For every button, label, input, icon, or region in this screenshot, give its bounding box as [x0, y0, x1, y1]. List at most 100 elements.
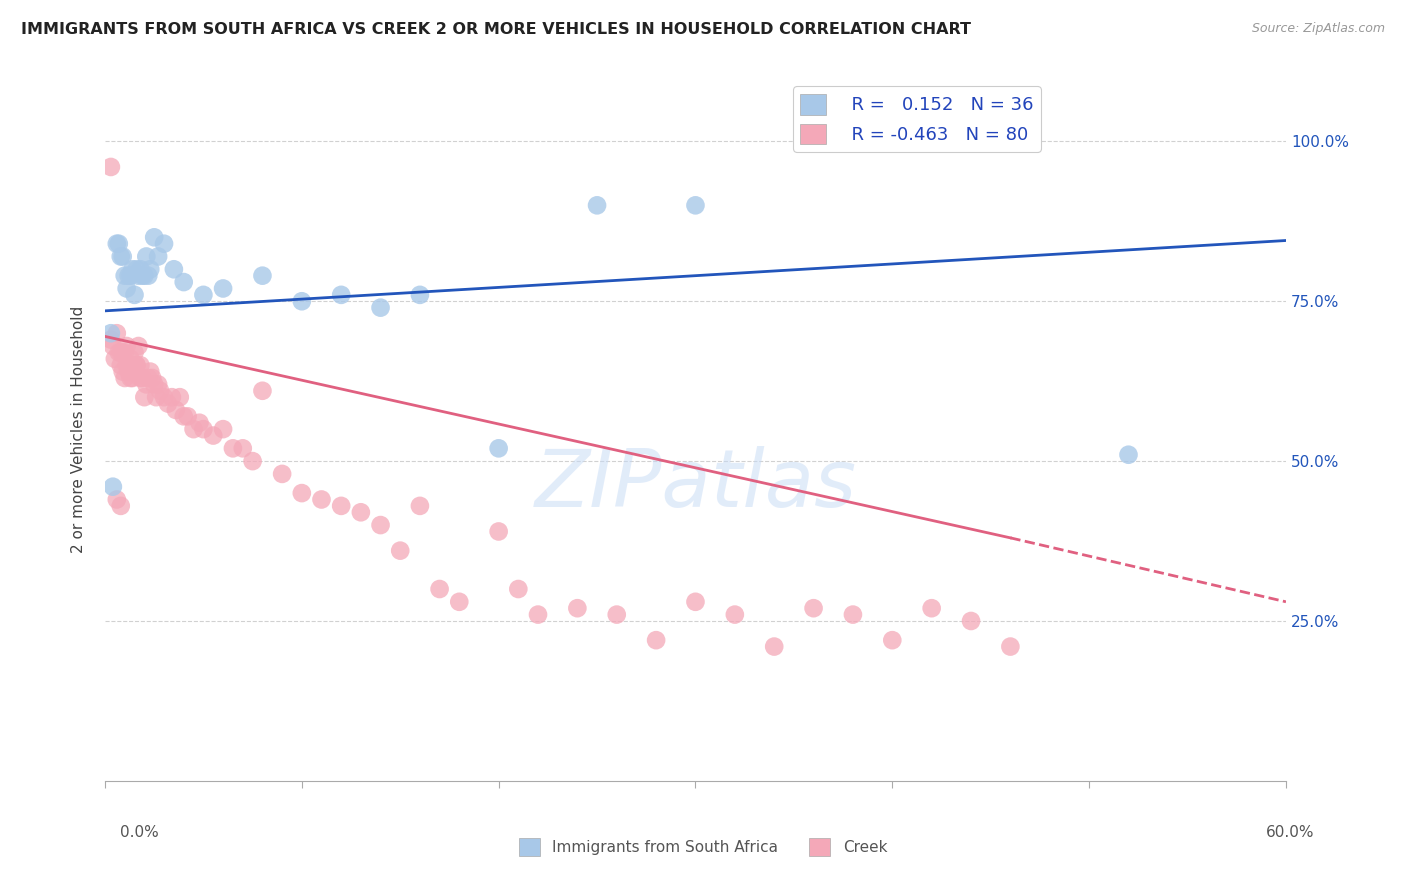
Point [146, 250, 169, 264]
Point [129, 358, 152, 372]
Point [488, 524, 510, 539]
Point [127, 268, 149, 283]
Point [111, 365, 134, 379]
Point [842, 607, 865, 622]
Point [129, 371, 152, 385]
Point [100, 160, 122, 174]
Point [110, 499, 132, 513]
Point [120, 268, 142, 283]
Point [1118, 448, 1140, 462]
Point [114, 371, 136, 385]
Point [134, 268, 156, 283]
Point [111, 345, 134, 359]
Text: 0.0%: 0.0% [120, 825, 159, 840]
Point [153, 390, 176, 404]
Point [527, 607, 550, 622]
Point [139, 365, 162, 379]
Point [169, 390, 191, 404]
Point [114, 345, 136, 359]
Point [143, 377, 166, 392]
Point [107, 236, 129, 251]
Point [685, 198, 707, 212]
Point [488, 442, 510, 456]
Point [291, 294, 314, 309]
Point [409, 499, 432, 513]
Point [389, 543, 412, 558]
Point [145, 390, 167, 404]
Point [252, 268, 274, 283]
Point [115, 281, 138, 295]
Point [101, 480, 124, 494]
Point [131, 371, 153, 385]
Point [136, 371, 159, 385]
Point [125, 358, 148, 372]
Point [183, 422, 205, 436]
Point [645, 633, 668, 648]
Point [508, 582, 530, 596]
Point [193, 422, 215, 436]
Point [429, 582, 451, 596]
Point [242, 454, 264, 468]
Point [165, 403, 187, 417]
Point [149, 384, 172, 398]
Point [222, 442, 245, 456]
Point [131, 268, 153, 283]
Point [173, 275, 195, 289]
Point [135, 250, 157, 264]
Point [882, 633, 904, 648]
Point [105, 236, 128, 251]
Text: ZIPatlas: ZIPatlas [534, 446, 856, 524]
Point [193, 288, 215, 302]
Point [156, 396, 179, 410]
Point [115, 339, 138, 353]
Point [330, 288, 353, 302]
Point [803, 601, 825, 615]
Point [350, 505, 373, 519]
Point [202, 428, 225, 442]
Point [124, 288, 146, 302]
Point [449, 595, 471, 609]
Point [124, 358, 146, 372]
Point [921, 601, 943, 615]
Point [127, 339, 149, 353]
Point [271, 467, 294, 481]
Point [136, 268, 159, 283]
Point [115, 358, 138, 372]
Point [188, 416, 211, 430]
Point [101, 339, 124, 353]
Text: IMMIGRANTS FROM SOUTH AFRICA VS CREEK 2 OR MORE VEHICLES IN HOUSEHOLD CORRELATIO: IMMIGRANTS FROM SOUTH AFRICA VS CREEK 2 … [21, 22, 972, 37]
Text: Source: ZipAtlas.com: Source: ZipAtlas.com [1251, 22, 1385, 36]
Point [100, 326, 122, 341]
Point [125, 358, 148, 372]
Point [121, 358, 143, 372]
Point [110, 345, 132, 359]
Point [176, 409, 198, 424]
Point [143, 230, 166, 244]
Point [606, 607, 628, 622]
Point [105, 492, 128, 507]
Point [117, 365, 139, 379]
Text: 60.0%: 60.0% [1267, 825, 1315, 840]
Legend: Immigrants from South Africa, Creek: Immigrants from South Africa, Creek [513, 832, 893, 862]
Point [141, 371, 163, 385]
Point [311, 492, 333, 507]
Point [125, 262, 148, 277]
Point [124, 345, 146, 359]
Point [110, 250, 132, 264]
Point [160, 390, 183, 404]
Point [105, 326, 128, 341]
Point [134, 390, 156, 404]
Point [121, 262, 143, 277]
Point [163, 262, 186, 277]
Point [129, 262, 152, 277]
Point [153, 236, 176, 251]
Point [685, 595, 707, 609]
Point [104, 351, 127, 366]
Point [763, 640, 786, 654]
Point [107, 345, 129, 359]
Point [139, 262, 162, 277]
Point [117, 358, 139, 372]
Point [1000, 640, 1022, 654]
Point [135, 377, 157, 392]
Point [173, 409, 195, 424]
